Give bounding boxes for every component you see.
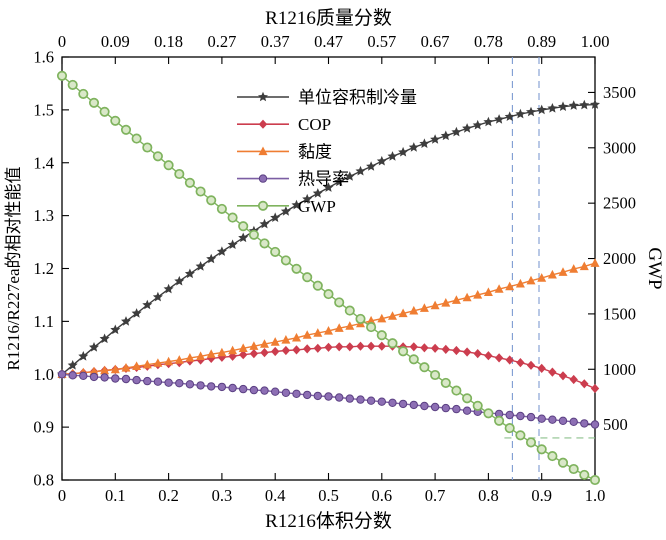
bottom-axis-tick-labels: 0 0.1 0.2 0.3 0.4 0.5 0.6 0.7 0.8 0.9 1.0: [58, 486, 605, 505]
svg-text:0.47: 0.47: [314, 32, 343, 51]
svg-text:0.18: 0.18: [154, 32, 183, 51]
svg-text:0.27: 0.27: [207, 32, 236, 51]
left-axis-tick-labels: 0.8 0.9 1.0 1.1 1.2 1.3 1.4 1.5 1.6: [33, 48, 54, 490]
legend-label: 黏度: [298, 142, 332, 161]
svg-text:0.6: 0.6: [371, 486, 392, 505]
svg-text:3500: 3500: [603, 83, 636, 102]
svg-text:0.1: 0.1: [105, 486, 126, 505]
legend-label: 热导率: [298, 170, 349, 189]
svg-text:1.3: 1.3: [33, 206, 54, 225]
right-axis-title: GWP: [644, 247, 665, 289]
top-axis-title: R1216质量分数: [265, 7, 392, 29]
svg-text:0.7: 0.7: [425, 486, 446, 505]
svg-text:1.5: 1.5: [33, 100, 54, 119]
left-axis-title: R1216/R227ea的相对性能值: [4, 167, 23, 371]
svg-text:0.89: 0.89: [527, 32, 556, 51]
legend-item: 黏度: [237, 142, 332, 161]
svg-text:500: 500: [603, 415, 628, 434]
svg-text:1.1: 1.1: [33, 312, 54, 331]
svg-text:0.4: 0.4: [265, 486, 286, 505]
svg-text:0.2: 0.2: [158, 486, 179, 505]
svg-text:0: 0: [58, 486, 66, 505]
svg-text:1000: 1000: [603, 360, 636, 379]
svg-text:0.5: 0.5: [318, 486, 339, 505]
svg-text:3000: 3000: [603, 138, 636, 157]
svg-text:0.8: 0.8: [478, 486, 499, 505]
svg-text:2000: 2000: [603, 249, 636, 268]
right-axis-tick-labels: 500 1000 1500 2000 2500 3000 3500: [603, 83, 636, 434]
svg-text:0.9: 0.9: [33, 418, 54, 437]
svg-text:0.8: 0.8: [33, 471, 54, 490]
legend-item: 热导率: [237, 170, 349, 189]
svg-text:0.3: 0.3: [212, 486, 233, 505]
svg-text:0.67: 0.67: [421, 32, 450, 51]
svg-text:0.57: 0.57: [367, 32, 396, 51]
series-GWP: [56, 70, 601, 486]
svg-text:1.4: 1.4: [33, 153, 54, 172]
svg-text:2500: 2500: [603, 194, 636, 213]
series-热导率: [57, 370, 600, 429]
svg-text:1500: 1500: [603, 304, 636, 323]
svg-text:1.00: 1.00: [581, 32, 610, 51]
legend-label: 单位容积制冷量: [298, 88, 417, 107]
svg-text:1.2: 1.2: [33, 259, 54, 278]
legend-item: 单位容积制冷量: [237, 88, 417, 107]
bottom-axis-title: R1216体积分数: [265, 510, 392, 532]
legend-label: COP: [298, 115, 331, 134]
legend-item: COP: [237, 115, 331, 134]
top-axis-tick-labels: 0 0.09 0.18 0.27 0.37 0.47 0.57 0.67 0.78 0.89 1.0…: [58, 32, 610, 51]
svg-text:1.6: 1.6: [33, 48, 54, 67]
svg-text:1.0: 1.0: [585, 486, 606, 505]
svg-text:0.09: 0.09: [101, 32, 130, 51]
svg-text:0.9: 0.9: [531, 486, 552, 505]
series-黏度: [57, 258, 600, 378]
legend-item: GWP: [237, 197, 336, 216]
svg-text:0: 0: [58, 32, 66, 51]
legend-label: GWP: [298, 197, 336, 216]
svg-text:1.0: 1.0: [33, 365, 54, 384]
svg-text:0.37: 0.37: [261, 32, 290, 51]
svg-text:0.78: 0.78: [474, 32, 503, 51]
